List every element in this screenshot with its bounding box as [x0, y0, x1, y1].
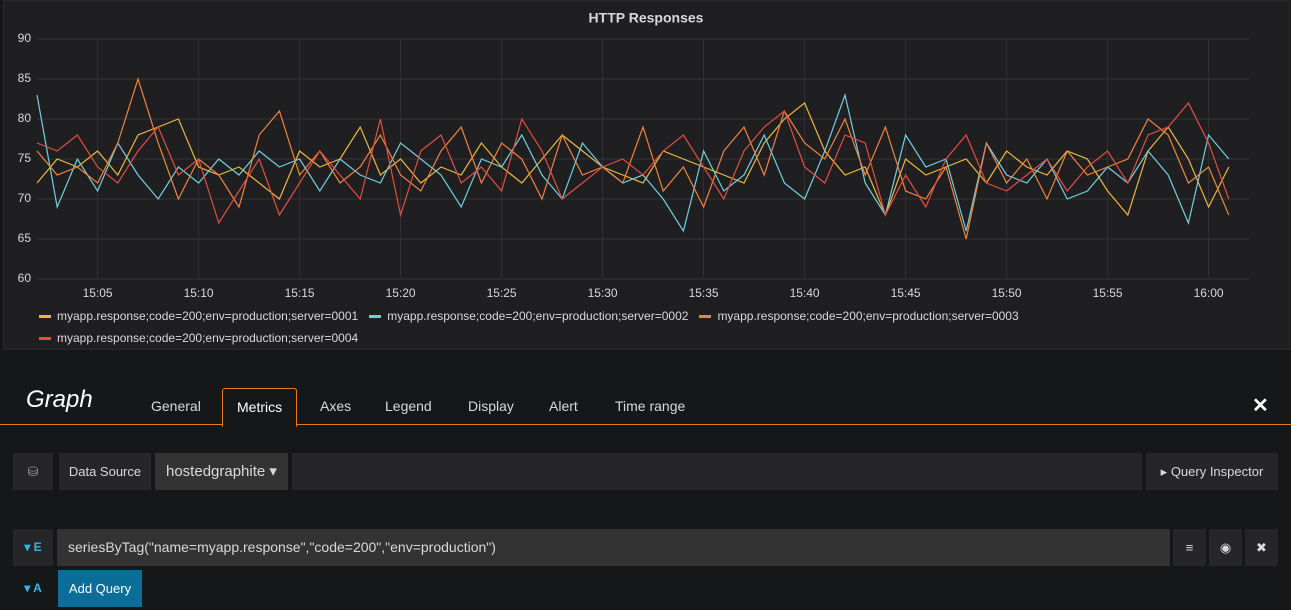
- legend-label: myapp.response;code=200;env=production;s…: [57, 309, 359, 323]
- legend-swatch: [39, 336, 51, 340]
- x-tick-label: 16:00: [1194, 286, 1224, 300]
- legend-swatch: [699, 314, 712, 318]
- y-tick-label: 70: [18, 191, 32, 205]
- legend-swatch: [369, 314, 382, 318]
- tab[interactable]: Metrics: [222, 388, 298, 427]
- query-text[interactable]: seriesByTag("name=myapp.response","code=…: [57, 529, 1170, 566]
- x-tick-label: 15:15: [285, 286, 315, 300]
- add-query-button[interactable]: Add Query: [58, 570, 142, 607]
- legend-item[interactable]: myapp.response;code=200;env=production;s…: [369, 309, 688, 323]
- menu-icon[interactable]: ≡: [1173, 529, 1206, 566]
- tab[interactable]: Display: [468, 398, 514, 414]
- graph-panel: HTTP Responses 60 65 70 75 80 85 90 15:05 15:10 1…: [3, 0, 1290, 350]
- x-tick-label: 15:20: [386, 286, 416, 300]
- y-tick-label: 60: [18, 271, 32, 285]
- legend-item[interactable]: myapp.response;code=200;env=production;s…: [39, 309, 358, 323]
- legend-swatch: [39, 314, 51, 318]
- tab[interactable]: Alert: [549, 398, 578, 414]
- datasource-select[interactable]: hostedgraphite ▾: [155, 453, 288, 490]
- tab[interactable]: Axes: [320, 398, 352, 414]
- eye-icon[interactable]: ◉: [1209, 529, 1242, 566]
- db-icon: ⛁: [13, 453, 53, 490]
- y-tick-label: 80: [18, 111, 32, 125]
- legend-label: myapp.response;code=200;env=production;s…: [387, 309, 689, 323]
- tab[interactable]: General: [151, 398, 201, 414]
- chart: HTTP Responses 60 65 70 75 80 85 90 15:05 15:10 1…: [18, 10, 1249, 300]
- chart-title: HTTP Responses: [589, 10, 704, 26]
- x-tick-label: 15:10: [184, 286, 214, 300]
- x-tick-label: 15:05: [83, 286, 113, 300]
- series-line: [36, 101, 1230, 225]
- trash-icon[interactable]: ✖: [1245, 529, 1278, 566]
- x-tick-label: 15:30: [588, 286, 618, 300]
- tab[interactable]: Legend: [385, 398, 432, 414]
- x-tick-label: 15:55: [1093, 286, 1123, 300]
- series-line: [36, 92, 1230, 233]
- tab-underline: [0, 424, 1291, 425]
- legend: myapp.response;code=200;env=production;s…: [39, 309, 1139, 345]
- close-button[interactable]: ✕: [1252, 395, 1269, 417]
- editor-title: Graph: [26, 386, 93, 413]
- legend-item[interactable]: myapp.response;code=200;env=production;s…: [699, 309, 1019, 323]
- legend-label: myapp.response;code=200;env=production;s…: [717, 309, 1019, 323]
- series-line: [36, 77, 1230, 240]
- x-tick-label: 15:45: [891, 286, 921, 300]
- y-tick-label: 90: [18, 31, 32, 45]
- x-tick-label: 15:35: [689, 286, 719, 300]
- datasource-label: Data Source: [59, 453, 151, 490]
- legend-item[interactable]: myapp.response;code=200;env=production;s…: [39, 331, 358, 345]
- add-letter: ▾ A: [24, 581, 42, 595]
- x-tick-label: 15:25: [487, 286, 517, 300]
- filler: [292, 453, 1142, 490]
- inspector-label: Query Inspector: [1170, 464, 1264, 479]
- letter: E: [33, 540, 42, 554]
- datasource-name: hostedgraphite: [166, 463, 266, 480]
- query-inspector[interactable]: ▸ Query Inspector: [1146, 453, 1278, 490]
- y-tick-label: 75: [18, 151, 32, 165]
- query-letter[interactable]: ▾ E: [13, 529, 53, 566]
- tab[interactable]: Time range: [615, 398, 686, 414]
- x-tick-label: 15:50: [992, 286, 1022, 300]
- legend-label: myapp.response;code=200;env=production;s…: [57, 331, 359, 345]
- x-tick-label: 15:40: [790, 286, 820, 300]
- y-tick-label: 65: [18, 231, 32, 245]
- letter: A: [33, 581, 42, 595]
- y-tick-label: 85: [18, 71, 32, 85]
